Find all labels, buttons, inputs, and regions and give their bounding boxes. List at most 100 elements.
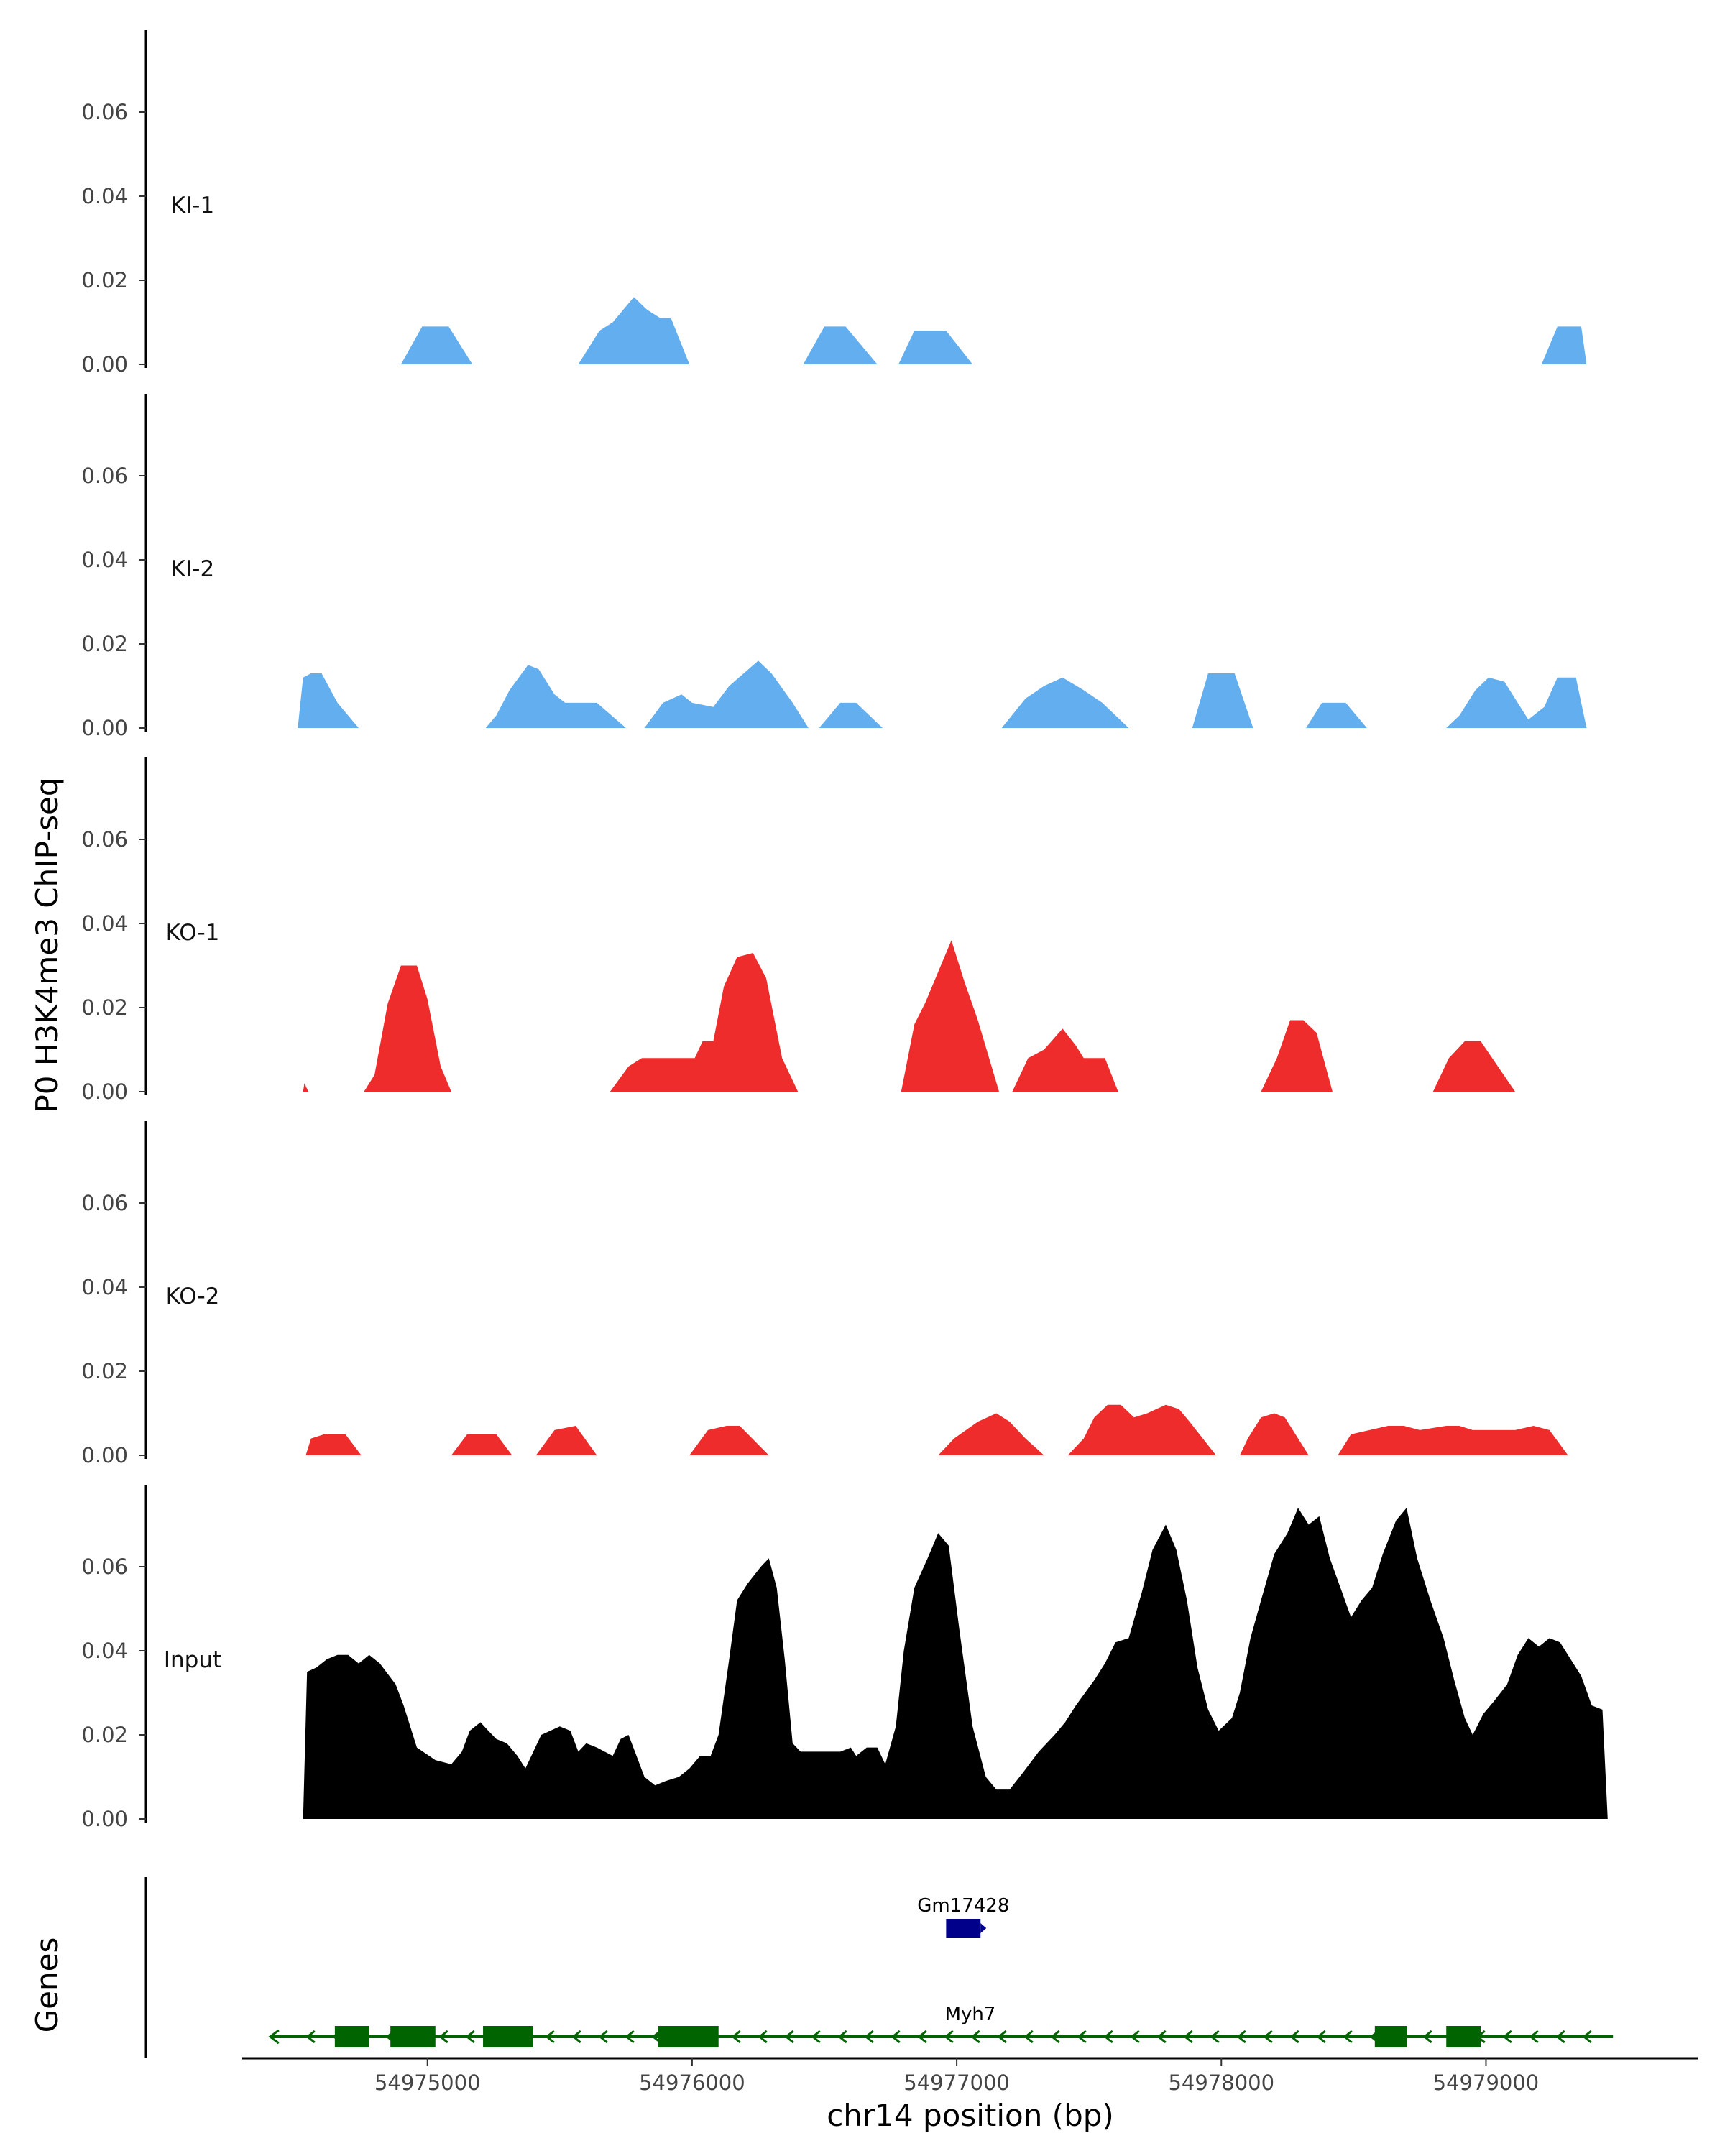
strand-arrow xyxy=(1050,2030,1060,2044)
strand-arrow xyxy=(1316,2030,1326,2044)
signal-peak xyxy=(610,953,799,1092)
signal-peak xyxy=(1067,1404,1216,1455)
strand-arrow xyxy=(944,2030,954,2044)
strand-arrow xyxy=(997,2030,1007,2044)
strand-arrow xyxy=(1289,2030,1300,2044)
strand-arrow xyxy=(625,2030,635,2044)
x-tick-label: 54976000 xyxy=(639,2070,745,2095)
y-tick-label: 0.02 xyxy=(81,632,128,656)
strand-arrow xyxy=(1183,2030,1193,2044)
gene-exon xyxy=(946,1919,981,1938)
x-axis: 54975000 54976000 54977000 54978000 54979000 xyxy=(242,2057,1698,2095)
signal-peak xyxy=(298,673,359,728)
genes-track-title: Genes xyxy=(29,1938,65,2033)
y-tick-label: 0.06 xyxy=(81,464,128,488)
strand-arrow xyxy=(811,2030,821,2044)
strand-arrow xyxy=(1103,2030,1113,2044)
strand-arrow xyxy=(1210,2030,1220,2044)
gene-gm17428: Gm17428 xyxy=(917,1895,1009,1938)
strand-arrow xyxy=(1343,2030,1353,2044)
signal-peak xyxy=(485,665,626,728)
signal-peak xyxy=(1012,1028,1118,1092)
signal-peak xyxy=(1192,673,1254,728)
strand-arrow xyxy=(864,2030,874,2044)
signal-peak xyxy=(644,660,809,728)
y-tick-label: 0.00 xyxy=(81,1443,128,1468)
y-tick-label: 0.04 xyxy=(81,911,128,936)
y-tick-label: 0.04 xyxy=(81,548,128,572)
genes-panel: Gm17428 Myh7 xyxy=(144,1877,1614,2058)
strand-arrow xyxy=(980,1923,987,1933)
signal-peak xyxy=(303,1508,1608,1819)
strand-arrow xyxy=(758,2030,768,2044)
strand-arrow xyxy=(1529,2030,1539,2044)
y-tick-label: 0.04 xyxy=(81,1275,128,1299)
strand-arrow xyxy=(1156,2030,1167,2044)
track-label: KO-1 xyxy=(166,920,220,946)
y-tick-label: 0.02 xyxy=(81,268,128,292)
strand-arrow xyxy=(1236,2030,1246,2044)
track-panel-input: 0.00 0.02 0.04 0.06 Input xyxy=(81,1485,1608,1831)
strand-arrow xyxy=(268,2029,280,2045)
signal-peak xyxy=(1541,326,1587,364)
y-tick-label: 0.04 xyxy=(81,1639,128,1663)
y-tick-label: 0.02 xyxy=(81,1723,128,1747)
strand-arrow xyxy=(465,2030,475,2044)
signal-peak xyxy=(364,965,451,1092)
track-label: KI-1 xyxy=(171,193,214,218)
y-tick-label: 0.00 xyxy=(81,1079,128,1104)
x-tick-label: 54978000 xyxy=(1168,2070,1274,2095)
y-tick-label: 0.06 xyxy=(81,1554,128,1579)
signal-peak xyxy=(1261,1020,1333,1092)
y-tick-label: 0.02 xyxy=(81,995,128,1020)
strand-arrow xyxy=(1422,2030,1432,2044)
track-label: Input xyxy=(164,1647,221,1673)
strand-arrow xyxy=(1582,2030,1592,2044)
track-panel-ko-1: 0.00 0.02 0.04 0.06 KO-1 xyxy=(81,757,1515,1104)
signal-peak xyxy=(578,297,690,364)
gene-label: Myh7 xyxy=(945,2004,996,2025)
y-tick-label: 0.04 xyxy=(81,184,128,208)
gene-exon xyxy=(1374,2026,1407,2047)
x-tick-label: 54975000 xyxy=(374,2070,481,2095)
y-tick-label: 0.00 xyxy=(81,716,128,740)
track-panel-ko-2: 0.00 0.02 0.04 0.06 KO-2 xyxy=(81,1121,1568,1468)
signal-peak xyxy=(689,1426,769,1455)
gene-label: Gm17428 xyxy=(917,1895,1009,1917)
strand-arrow xyxy=(598,2030,608,2044)
signal-peak xyxy=(305,1434,362,1455)
signal-peak xyxy=(1306,702,1367,728)
signal-peak xyxy=(1240,1413,1309,1455)
strand-arrow xyxy=(545,2030,555,2044)
x-axis-title: chr14 position (bp) xyxy=(827,2098,1114,2133)
strand-arrow xyxy=(837,2030,847,2044)
strand-arrow xyxy=(1077,2030,1087,2044)
signal-peak xyxy=(803,326,878,364)
signal-peak xyxy=(1338,1426,1568,1455)
strand-arrow xyxy=(1130,2030,1140,2044)
y-tick-label: 0.06 xyxy=(81,100,128,124)
y-tick-label: 0.06 xyxy=(81,827,128,852)
strand-arrow xyxy=(1555,2030,1565,2044)
signal-peak xyxy=(938,1413,1044,1455)
x-tick-label: 54979000 xyxy=(1433,2070,1540,2095)
gene-myh7: Myh7 xyxy=(268,2004,1614,2047)
signal-peak xyxy=(451,1434,512,1455)
gene-exon xyxy=(658,2026,719,2047)
track-label: KI-2 xyxy=(171,556,214,582)
signal-peak xyxy=(1001,677,1129,728)
y-tick-label: 0.00 xyxy=(81,352,128,377)
signal-peak xyxy=(819,702,883,728)
y-tick-label: 0.06 xyxy=(81,1191,128,1215)
track-panel-ki-2: 0.00 0.02 0.04 0.06 KI-2 xyxy=(81,394,1587,740)
signal-peak xyxy=(898,331,973,364)
signal-peak xyxy=(535,1426,597,1455)
strand-arrow xyxy=(891,2030,901,2044)
chip-seq-tracks: 0.00 0.02 0.04 0.06 KI-1 0.00 0.02 0.04 0.06 KI-2… xyxy=(81,30,1608,1831)
signal-peak xyxy=(901,940,999,1092)
strand-arrow xyxy=(1024,2030,1034,2044)
strand-arrow xyxy=(1263,2030,1273,2044)
y-tick-label: 0.00 xyxy=(81,1807,128,1831)
gene-exon xyxy=(1446,2026,1481,2047)
strand-arrow xyxy=(917,2030,927,2044)
